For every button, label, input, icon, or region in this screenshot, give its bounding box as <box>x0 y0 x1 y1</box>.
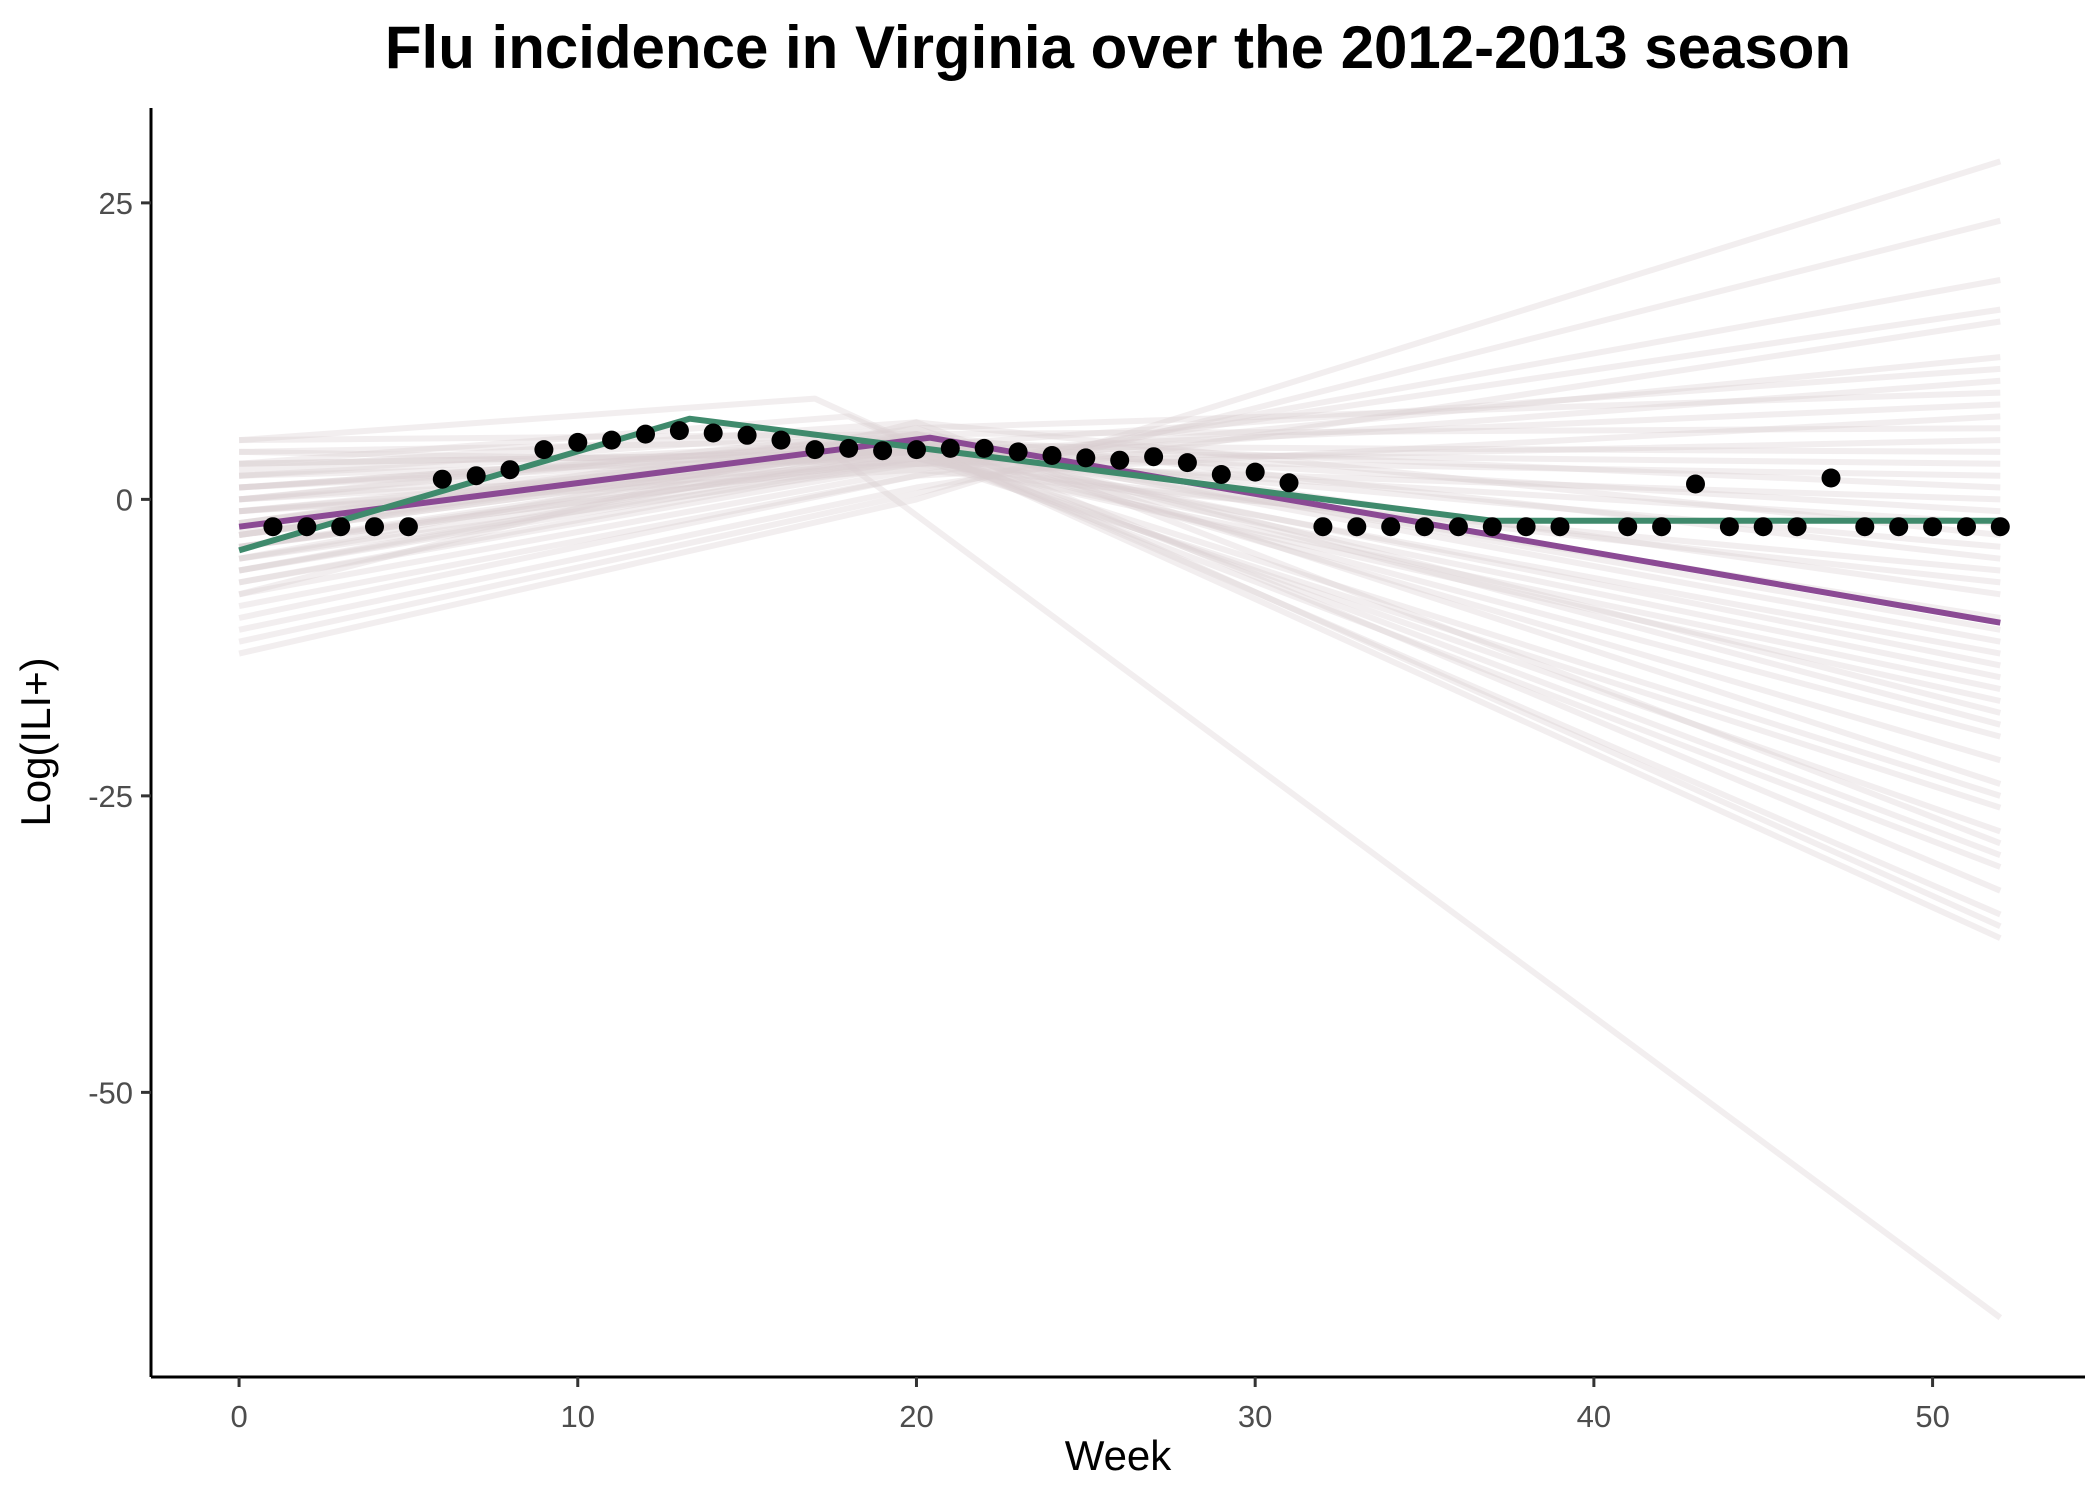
observed-point <box>669 421 689 441</box>
observed-point <box>1957 517 1976 537</box>
chart-title: Flu incidence in Virginia over the 2012-… <box>385 14 1851 81</box>
y-tick-label: -25 <box>88 779 133 814</box>
sample-line-34 <box>238 318 2001 633</box>
observed-point <box>636 424 655 444</box>
observed-point <box>771 430 791 450</box>
observed-point <box>1211 465 1231 484</box>
observed-point <box>263 517 283 537</box>
sample-line-32 <box>238 377 2001 586</box>
observed-point <box>568 432 588 452</box>
x-tick-label: 30 <box>1238 1399 1272 1434</box>
fitted-lines <box>238 415 2001 626</box>
sample-line-35 <box>238 306 2001 598</box>
fit-line-purple <box>238 434 2001 626</box>
observed-point <box>1787 517 1807 537</box>
observed-point <box>534 440 554 460</box>
sample-line-37 <box>238 217 2002 645</box>
observed-point <box>365 517 384 537</box>
observed-point <box>1381 517 1401 537</box>
observed-point <box>1889 517 1909 537</box>
observed-point <box>1990 517 2010 537</box>
fit-line-green <box>238 415 2001 554</box>
observed-point <box>1855 517 1875 537</box>
observed-point <box>1516 517 1536 537</box>
y-tick-label: 25 <box>99 186 133 221</box>
sample-line-6 <box>238 425 2002 787</box>
x-tick-label: 20 <box>899 1399 933 1434</box>
observed-point <box>1008 442 1028 462</box>
observed-point <box>500 460 520 480</box>
observed-point <box>432 469 452 489</box>
x-axis-ticks: 0 10 20 30 40 50 <box>230 1377 1950 1434</box>
sample-lines <box>238 158 2003 1321</box>
observed-point <box>1719 517 1739 537</box>
observed-point <box>1753 517 1773 537</box>
y-axis-label: Log(ILI+) <box>12 657 59 826</box>
sample-line-38 <box>238 158 2002 657</box>
observed-point <box>703 423 723 443</box>
observed-point <box>737 425 757 445</box>
observed-point <box>1279 473 1299 493</box>
sample-line-9 <box>238 431 2002 716</box>
observed-point <box>1686 474 1705 494</box>
observed-point <box>1821 468 1841 488</box>
observed-point <box>1313 517 1333 537</box>
y-tick-label: -50 <box>88 1075 133 1110</box>
observed-point <box>1245 462 1265 482</box>
x-tick-label: 50 <box>1915 1399 1949 1434</box>
observed-point <box>466 466 486 486</box>
observed-point <box>1110 450 1130 470</box>
x-tick-label: 0 <box>230 1399 247 1434</box>
x-tick-label: 40 <box>1577 1399 1611 1434</box>
sample-line-1 <box>238 431 2002 894</box>
sample-line-39 <box>238 395 2002 941</box>
observed-point <box>940 438 960 458</box>
x-tick-label: 10 <box>561 1399 595 1434</box>
observed-point <box>297 517 317 537</box>
observed-point <box>602 430 622 450</box>
observed-points <box>263 421 2010 537</box>
observed-point <box>1652 517 1672 537</box>
sample-line-40 <box>238 413 2002 918</box>
observed-point <box>1144 447 1164 467</box>
sample-line-29 <box>238 413 2001 610</box>
observed-point <box>1415 517 1434 537</box>
observed-point <box>873 441 893 461</box>
y-axis-ticks: 25 0 -25 -50 <box>88 186 151 1110</box>
observed-point <box>1042 446 1062 465</box>
x-axis-label: Week <box>1065 1432 1173 1479</box>
observed-point <box>1618 517 1638 537</box>
sample-line-50 <box>238 419 2002 847</box>
observed-point <box>398 517 418 537</box>
y-tick-label: 0 <box>116 482 133 517</box>
observed-point <box>1076 448 1096 468</box>
sample-line-28 <box>238 425 2001 527</box>
observed-point <box>907 440 926 460</box>
sample-line-31 <box>238 389 2001 479</box>
observed-point <box>1550 517 1570 537</box>
observed-point <box>974 438 994 458</box>
sample-line-47 <box>238 354 2001 562</box>
observed-point <box>1482 517 1502 537</box>
observed-point <box>1177 453 1197 473</box>
observed-point <box>331 517 351 537</box>
sample-line-17 <box>238 431 2001 562</box>
observed-point <box>1448 517 1468 537</box>
observed-point <box>1347 517 1367 537</box>
sample-line-16 <box>239 448 2001 586</box>
sample-line-46 <box>239 431 2002 728</box>
sample-line-19 <box>238 419 2001 598</box>
observed-point <box>1923 517 1943 537</box>
sample-line-27 <box>238 437 2001 503</box>
sample-line-36 <box>238 277 2001 621</box>
observed-point <box>839 438 859 458</box>
observed-point <box>805 440 825 460</box>
